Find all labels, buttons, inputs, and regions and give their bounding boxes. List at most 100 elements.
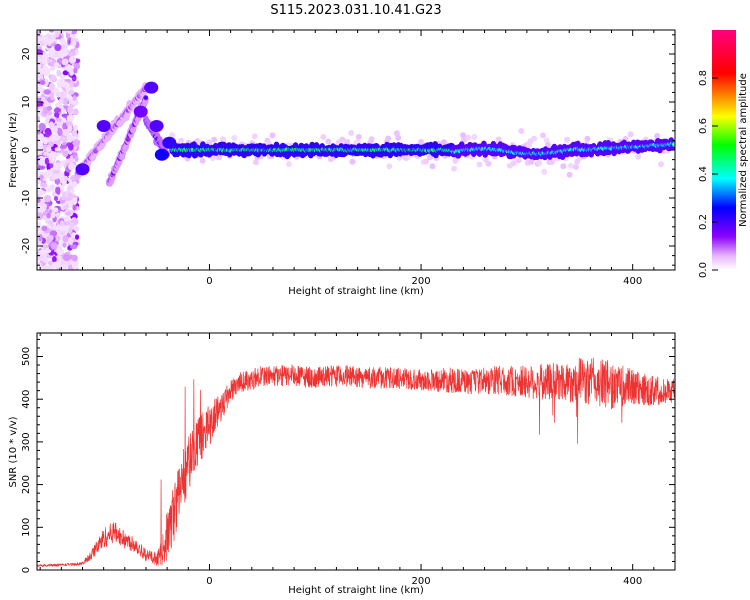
y-tick-label: 10 (21, 96, 32, 109)
spectral-cell (38, 122, 46, 131)
spectral-cell (37, 49, 43, 55)
colorbar-tick-label: 0.6 (698, 118, 709, 134)
spectral-cell (518, 128, 525, 134)
spectral-cell (476, 161, 483, 168)
spectral-cell (51, 261, 60, 268)
spectral-cell (71, 232, 76, 239)
spectral-cell (75, 163, 90, 176)
spectral-cell (62, 234, 69, 243)
snr-ylabel: SNR (10 * v/v) (8, 416, 19, 487)
spectral-cell (56, 248, 63, 255)
spectral-cell (46, 213, 51, 219)
spectral-cell (49, 30, 55, 33)
spectrogram-axes: 0 200 400 -20 -10 0 10 20 (21, 30, 676, 287)
colorbar-axis: 0.0 0.2 0.4 0.6 0.8 (698, 70, 718, 278)
spectral-cell (67, 30, 73, 34)
spectral-cell (73, 139, 81, 145)
spectral-cell (41, 225, 48, 232)
spectrogram-panel: 0 200 400 -20 -10 0 10 20 Height of straight li… (8, 29, 676, 297)
spectral-cell (37, 87, 45, 92)
spectral-cell (528, 158, 535, 165)
spectral-cell (71, 98, 79, 106)
spectral-cell (37, 226, 41, 232)
spectral-cell (169, 132, 176, 139)
colorbar-tick-label: 0.4 (698, 166, 709, 182)
spectral-cell (66, 114, 75, 122)
spectral-cell (59, 220, 65, 227)
spectral-cell (53, 174, 59, 180)
x-tick-label: 200 (412, 276, 431, 287)
spectral-cell (348, 130, 355, 136)
spectral-cell (43, 194, 52, 203)
spectral-cell (37, 208, 43, 214)
spectral-cell (286, 161, 292, 168)
spectral-cell (635, 153, 642, 160)
spectral-cell (62, 253, 71, 262)
spectral-cell (37, 68, 46, 74)
spectral-cell (231, 135, 238, 141)
spectral-cell (395, 134, 402, 141)
spectral-cell (54, 43, 62, 52)
spectral-cell (339, 136, 346, 143)
spectral-cell (220, 136, 226, 143)
spectral-cell (73, 124, 78, 132)
spectral-cell (510, 160, 517, 167)
spectral-cell (162, 136, 177, 149)
spectral-cell (45, 115, 50, 123)
spectral-cell (199, 157, 206, 164)
y-tick-label: 300 (21, 432, 32, 451)
spectral-cell (418, 138, 425, 145)
spectral-cell (216, 154, 223, 161)
spectral-cell (658, 161, 664, 168)
spectral-cell (45, 169, 54, 178)
spectral-cell (541, 168, 548, 175)
spectral-cell (41, 53, 49, 60)
spectral-cell (45, 146, 52, 153)
spectral-cell (42, 257, 50, 264)
spectral-cell (40, 96, 46, 103)
spectral-cell (52, 169, 61, 174)
spectral-cell (545, 141, 551, 148)
spectral-cell (96, 120, 111, 132)
spectral-cell (566, 171, 573, 178)
spectral-cell (50, 242, 58, 250)
y-tick-label: -10 (21, 190, 32, 206)
spectral-cell (46, 105, 53, 111)
snr-axes: 0 200 400 0 100 200 300 400 500 (21, 333, 676, 587)
spectral-cell (144, 81, 159, 94)
spectral-cell (154, 148, 169, 161)
spectral-cell (61, 30, 67, 34)
spectral-cell (58, 171, 65, 180)
spectral-cell (46, 238, 51, 244)
spectral-cell (49, 65, 56, 71)
spectral-cell (471, 134, 478, 140)
spectral-cell (654, 132, 661, 139)
spectral-cell (55, 32, 60, 38)
spectral-cell (37, 179, 42, 185)
spectral-cell (584, 135, 591, 142)
spectral-cell (49, 163, 54, 169)
spectral-cell (56, 70, 62, 77)
spectral-cell (70, 188, 75, 194)
spectral-cell (38, 234, 43, 242)
colorbar-tick-label: 0.0 (698, 262, 709, 278)
spectral-cell (325, 138, 332, 145)
y-tick-label: -20 (21, 238, 32, 254)
spectral-cell (37, 169, 41, 178)
spectral-cell (40, 182, 48, 188)
spectral-cell (540, 132, 546, 139)
spectral-cell (57, 128, 63, 137)
y-tick-label: 20 (21, 48, 32, 61)
spectral-cell (355, 133, 362, 140)
spectral-cell (67, 192, 74, 201)
spectral-cell (44, 157, 50, 166)
spectral-cell (386, 163, 393, 170)
spectral-cell (56, 140, 62, 146)
spectral-cell (451, 165, 458, 172)
spectral-cell (573, 164, 579, 170)
y-tick-label: 0 (21, 567, 32, 573)
colorbar: 0.0 0.2 0.4 0.6 0.8 Normalized spectral ampl… (698, 30, 749, 278)
spectral-cell (368, 136, 375, 143)
spectral-cell (564, 136, 571, 143)
